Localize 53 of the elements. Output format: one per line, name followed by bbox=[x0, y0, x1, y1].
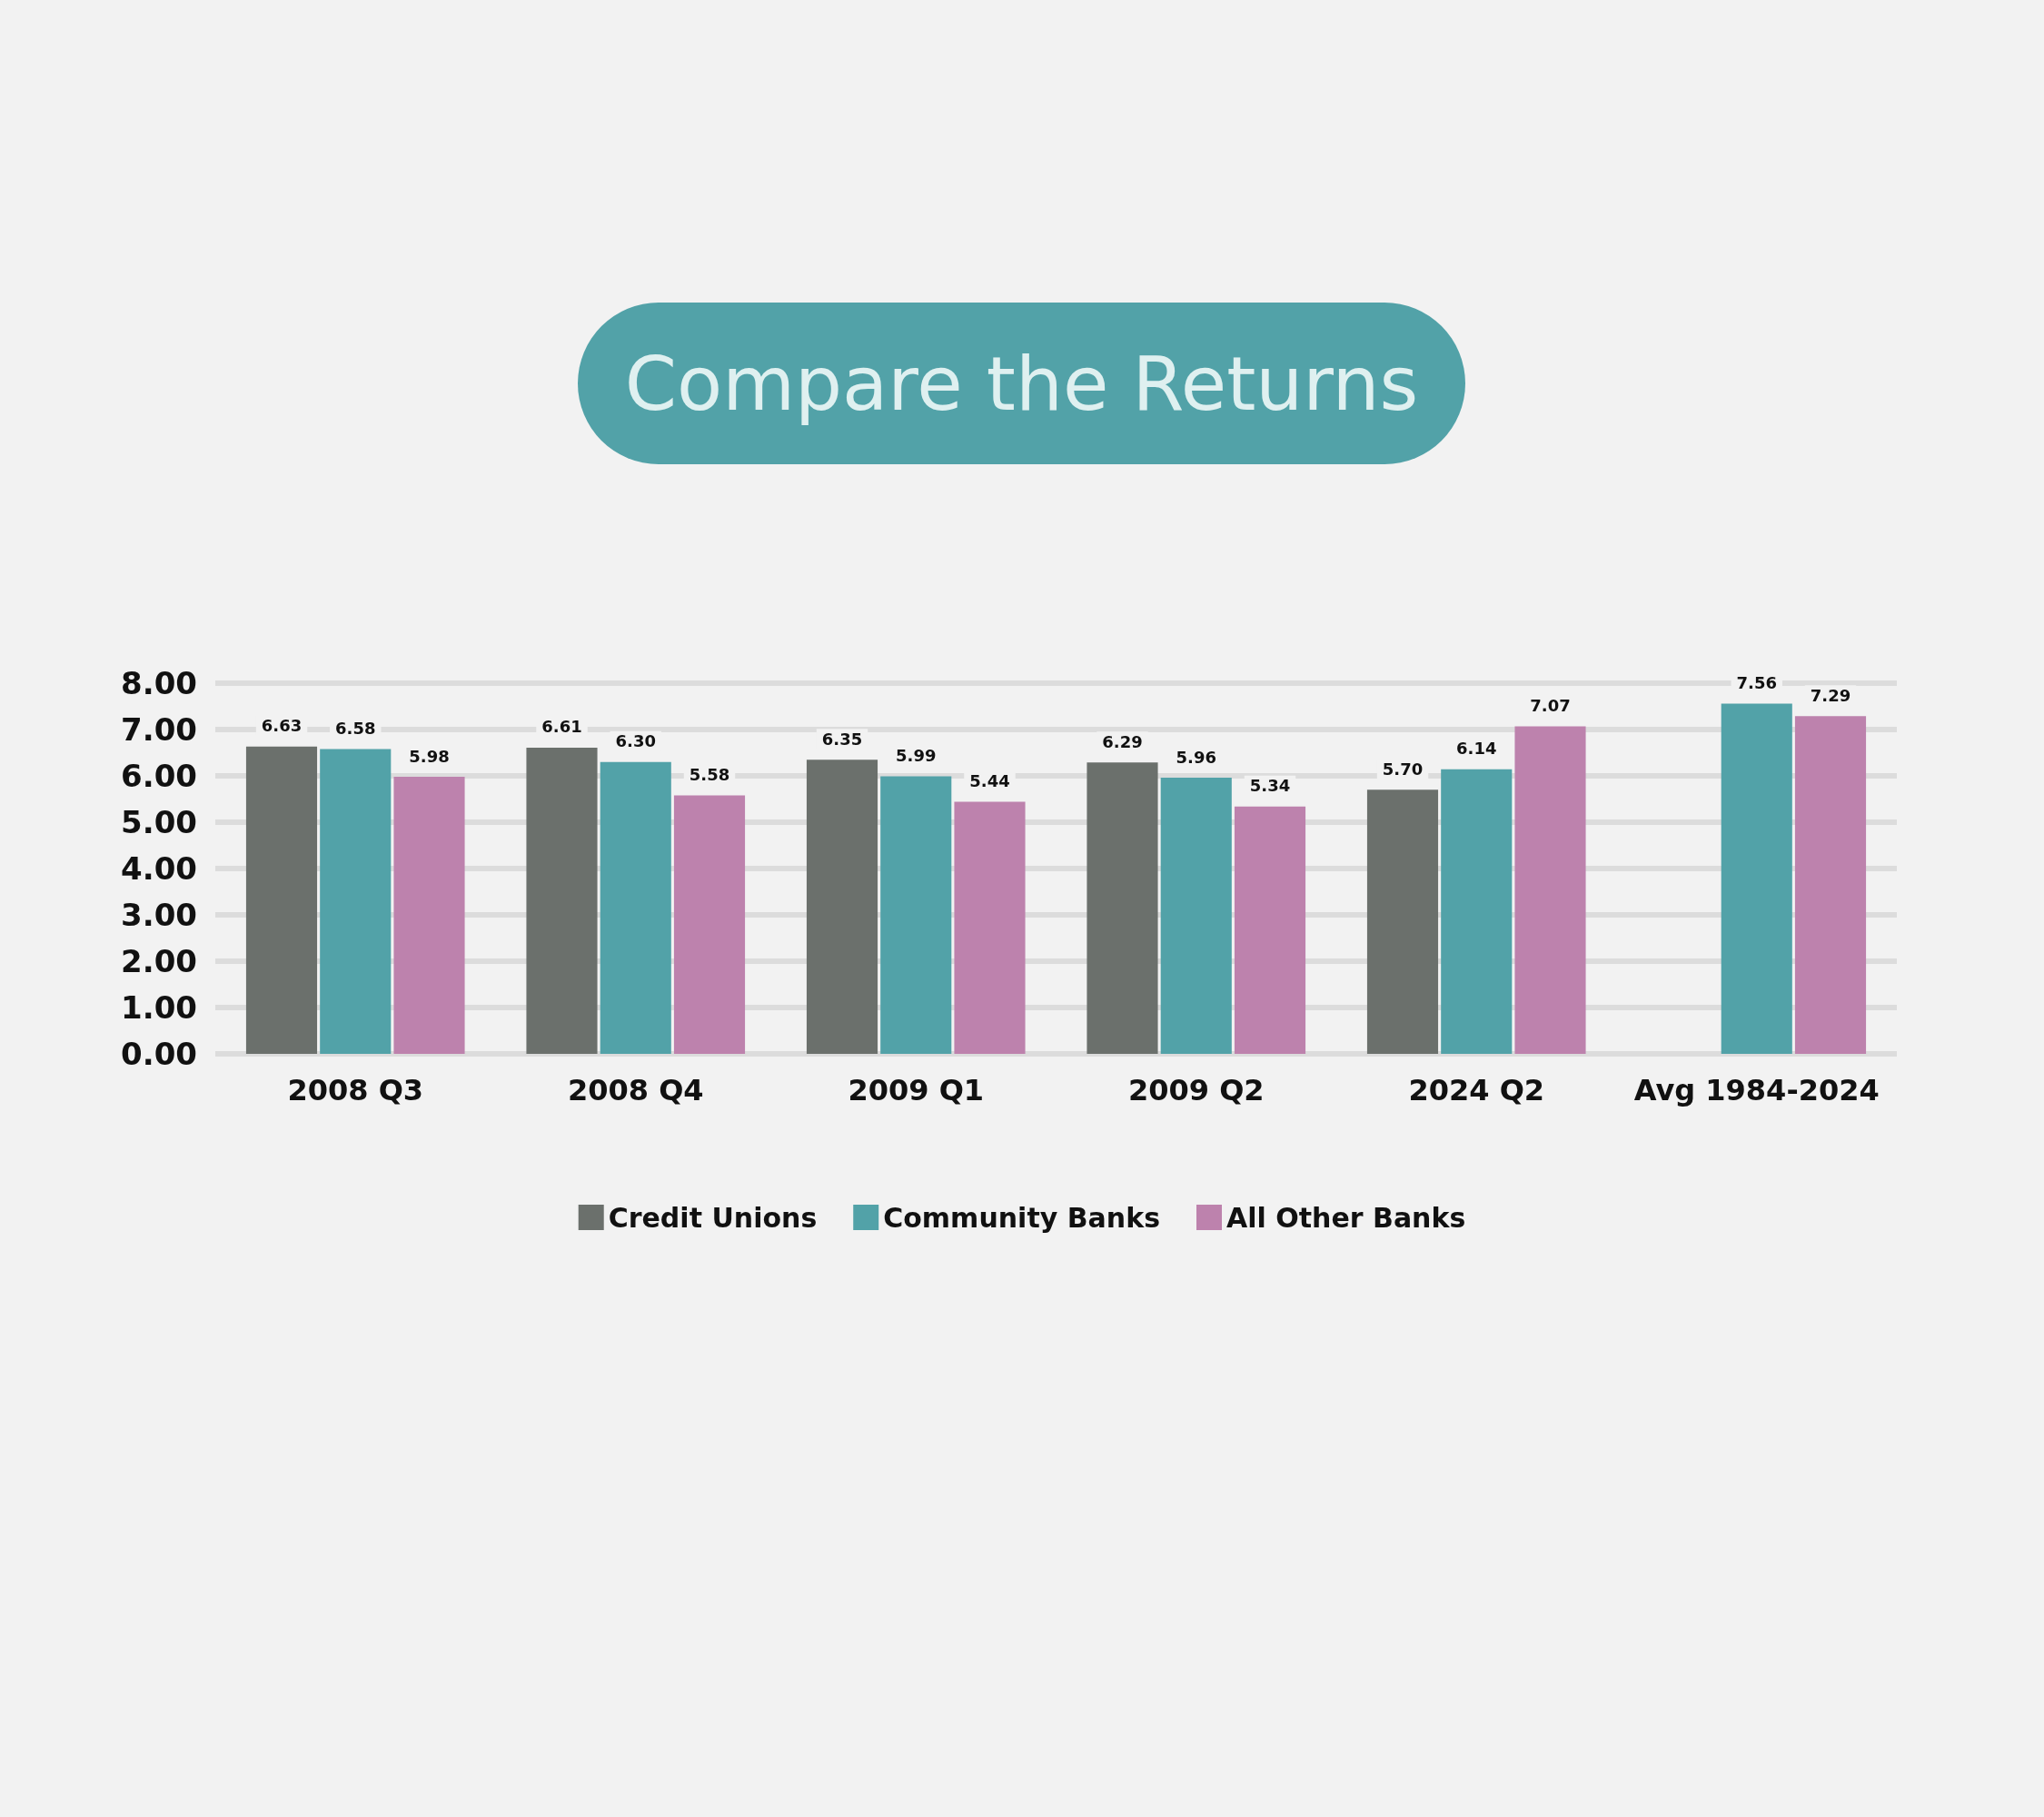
bar bbox=[673, 795, 746, 1054]
data-label: 5.34 bbox=[1249, 776, 1291, 796]
y-tick-label: 7.00 bbox=[121, 711, 197, 748]
data-label: 6.29 bbox=[1102, 731, 1143, 751]
y-tick-label: 4.00 bbox=[121, 850, 197, 887]
x-tick-label: 2009 Q2 bbox=[1127, 1073, 1265, 1107]
bar bbox=[245, 746, 318, 1054]
bar bbox=[1441, 769, 1513, 1054]
data-label: 5.98 bbox=[409, 746, 450, 766]
legend-label: All Other Banks bbox=[1226, 1201, 1466, 1234]
data-label: 7.29 bbox=[1810, 685, 1851, 705]
bar bbox=[1721, 703, 1792, 1054]
x-tick-label: 2008 Q4 bbox=[567, 1073, 704, 1107]
bar bbox=[880, 776, 952, 1054]
x-tick-label: 2009 Q1 bbox=[848, 1073, 985, 1107]
data-label: 5.99 bbox=[896, 746, 937, 766]
bar bbox=[1514, 726, 1586, 1054]
bar bbox=[1234, 806, 1306, 1054]
data-label: 6.14 bbox=[1456, 739, 1497, 759]
bar bbox=[1160, 778, 1232, 1054]
bar bbox=[1366, 789, 1439, 1054]
x-tick-label: Avg 1984-2024 bbox=[1633, 1073, 1880, 1107]
y-tick-label: 2.00 bbox=[121, 943, 197, 979]
data-label: 6.58 bbox=[335, 718, 376, 738]
y-tick-label: 0.00 bbox=[121, 1036, 197, 1072]
data-label: 7.07 bbox=[1530, 695, 1571, 715]
x-tick-label: 2024 Q2 bbox=[1408, 1073, 1545, 1107]
bar bbox=[320, 749, 392, 1054]
x-tick-label: 2008 Q3 bbox=[287, 1073, 424, 1107]
y-tick-label: 6.00 bbox=[121, 758, 197, 794]
data-label: 6.35 bbox=[821, 729, 863, 749]
y-tick-label: 8.00 bbox=[121, 665, 197, 701]
data-label: 6.61 bbox=[541, 717, 582, 737]
data-label: 5.96 bbox=[1176, 747, 1216, 767]
data-label: 5.70 bbox=[1382, 759, 1424, 779]
y-tick-label: 5.00 bbox=[121, 804, 197, 840]
data-label: 7.56 bbox=[1736, 672, 1777, 692]
legend-label: Credit Unions bbox=[608, 1201, 818, 1234]
bar bbox=[600, 761, 671, 1054]
bar bbox=[526, 747, 598, 1054]
chart-title: Compare the Returns bbox=[578, 303, 1465, 464]
y-tick-label: 3.00 bbox=[121, 897, 197, 933]
y-tick-label: 1.00 bbox=[121, 989, 197, 1026]
data-label: 5.44 bbox=[969, 771, 1010, 791]
bar bbox=[1794, 716, 1867, 1054]
data-label: 5.58 bbox=[689, 764, 730, 784]
data-label: 6.63 bbox=[261, 716, 303, 736]
bar bbox=[393, 777, 465, 1054]
data-label: 6.30 bbox=[615, 731, 656, 751]
bar bbox=[806, 760, 878, 1054]
legend-label: Community Banks bbox=[883, 1201, 1160, 1234]
bar bbox=[1086, 762, 1158, 1054]
bar bbox=[954, 801, 1026, 1054]
